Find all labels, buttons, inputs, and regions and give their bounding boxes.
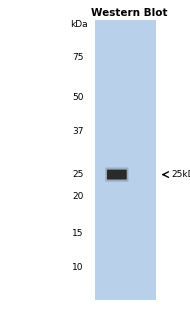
Text: 75: 75	[72, 53, 84, 62]
Text: Western Blot: Western Blot	[91, 8, 167, 18]
Text: 10: 10	[72, 263, 84, 272]
Text: 15: 15	[72, 229, 84, 238]
Bar	[95, 20, 156, 300]
Text: 20: 20	[72, 192, 84, 201]
FancyBboxPatch shape	[107, 170, 127, 180]
Text: 25kDa: 25kDa	[171, 170, 190, 179]
Text: kDa: kDa	[70, 20, 87, 29]
FancyBboxPatch shape	[105, 167, 128, 182]
Text: 37: 37	[72, 127, 84, 136]
Text: 50: 50	[72, 93, 84, 102]
Text: 25: 25	[72, 170, 84, 179]
